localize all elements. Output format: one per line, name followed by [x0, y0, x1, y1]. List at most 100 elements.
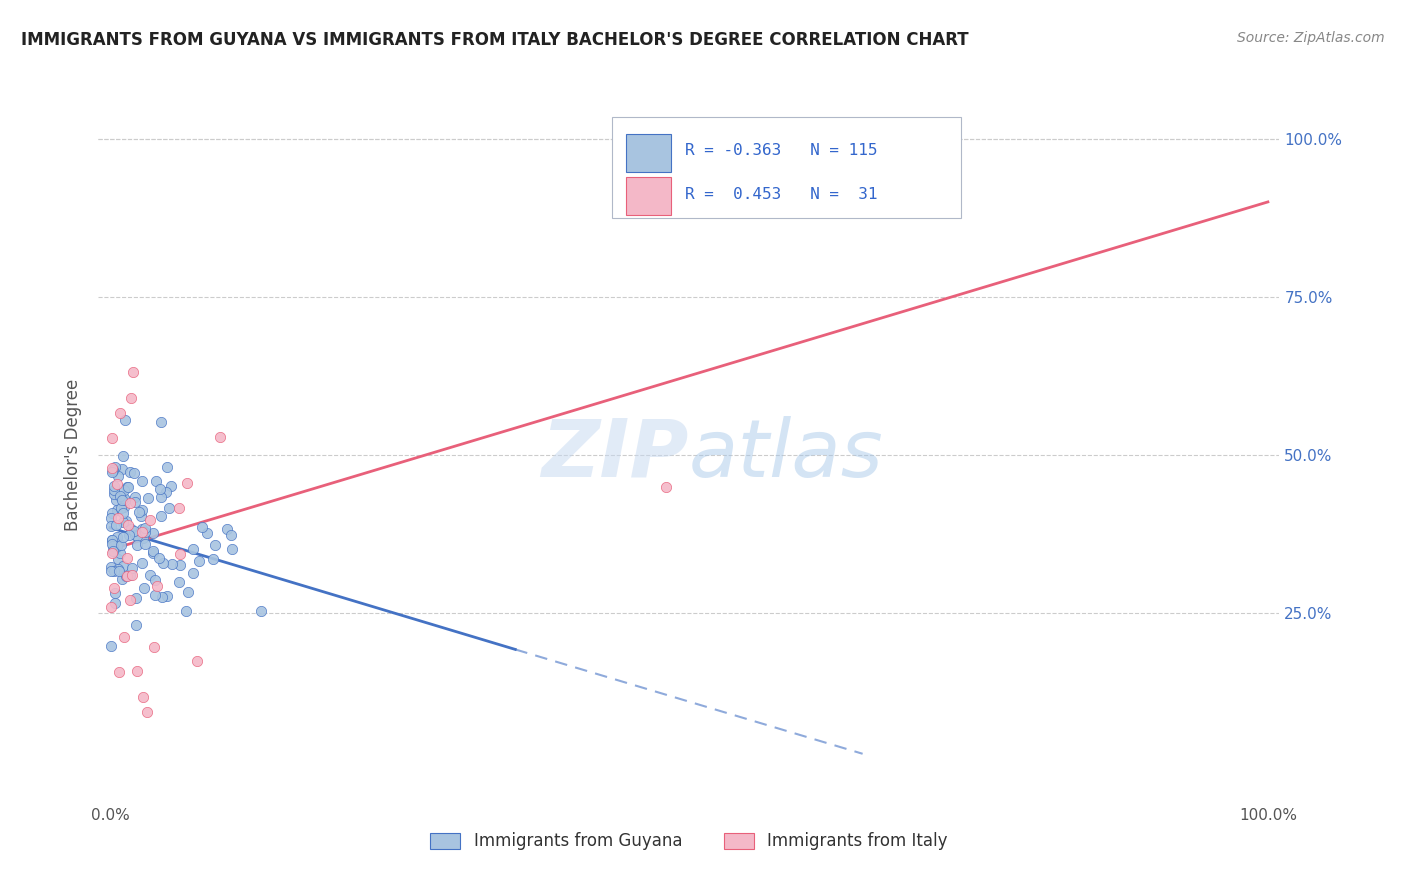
Point [122, 365, 145, 379]
Point [108, 665, 131, 680]
Point [156, 589, 179, 603]
Point [122, 466, 145, 480]
Point [105, 502, 128, 516]
Point [249, 604, 271, 618]
Point [110, 539, 132, 553]
Point [191, 520, 214, 534]
Point [112, 483, 135, 497]
Point [131, 556, 153, 570]
Point [156, 459, 179, 474]
FancyBboxPatch shape [626, 177, 671, 215]
Point [105, 541, 128, 556]
Point [112, 630, 135, 644]
Point [209, 430, 232, 444]
Point [124, 490, 146, 504]
Point [107, 562, 129, 576]
Point [134, 524, 156, 539]
Point [124, 528, 146, 542]
Point [131, 474, 153, 488]
Point [120, 466, 142, 480]
Point [131, 525, 153, 540]
Point [103, 564, 125, 578]
Point [160, 478, 183, 492]
Point [118, 528, 141, 542]
Text: IMMIGRANTS FROM GUYANA VS IMMIGRANTS FROM ITALY BACHELOR'S DEGREE CORRELATION CH: IMMIGRANTS FROM GUYANA VS IMMIGRANTS FRO… [21, 31, 969, 49]
Point [111, 462, 134, 476]
Point [115, 568, 138, 582]
Point [100, 599, 122, 614]
Point [115, 479, 138, 493]
Point [169, 547, 191, 561]
Point [169, 558, 191, 572]
Point [136, 491, 159, 505]
Point [160, 557, 183, 571]
Point [105, 530, 128, 544]
Point [100, 519, 122, 533]
Point [110, 500, 132, 515]
Point [155, 484, 177, 499]
Point [221, 541, 243, 556]
Point [105, 476, 128, 491]
Point [197, 526, 219, 541]
Point [101, 460, 124, 475]
Text: ZIP: ZIP [541, 416, 689, 494]
Point [101, 464, 124, 478]
Text: R = -0.363   N = 115: R = -0.363 N = 115 [685, 144, 877, 158]
Point [176, 476, 198, 491]
Point [186, 654, 208, 668]
Point [104, 492, 127, 507]
Point [101, 463, 124, 477]
Point [111, 558, 134, 573]
Point [110, 546, 132, 560]
Point [103, 487, 125, 501]
Point [111, 515, 134, 529]
Point [101, 506, 124, 520]
Point [145, 573, 167, 587]
Point [129, 508, 152, 523]
Point [132, 690, 155, 704]
Point [136, 706, 159, 720]
Point [139, 568, 162, 582]
Point [104, 586, 127, 600]
Point [120, 523, 142, 537]
Point [217, 522, 239, 536]
Point [128, 505, 150, 519]
Point [124, 495, 146, 509]
Point [111, 506, 134, 520]
Point [121, 567, 143, 582]
Point [134, 537, 156, 551]
Point [142, 525, 165, 540]
Point [108, 406, 131, 420]
Point [149, 482, 172, 496]
Point [117, 551, 139, 566]
Point [202, 552, 225, 566]
Point [125, 591, 148, 605]
Point [100, 537, 122, 551]
Text: R =  0.453   N =  31: R = 0.453 N = 31 [685, 186, 877, 202]
Point [103, 483, 125, 497]
Point [107, 536, 129, 550]
Point [131, 523, 153, 537]
FancyBboxPatch shape [612, 118, 960, 219]
Point [125, 665, 148, 679]
Point [169, 501, 191, 516]
Point [108, 565, 131, 579]
Point [111, 572, 134, 586]
Point [100, 511, 122, 525]
Point [127, 538, 149, 552]
Point [100, 560, 122, 574]
Point [103, 478, 125, 492]
FancyBboxPatch shape [626, 134, 671, 172]
Point [112, 500, 135, 515]
Point [101, 544, 124, 558]
Legend: Immigrants from Guyana, Immigrants from Italy: Immigrants from Guyana, Immigrants from … [423, 826, 955, 857]
Point [142, 640, 165, 654]
Point [150, 415, 173, 429]
Point [122, 524, 145, 538]
Point [100, 639, 122, 653]
Point [152, 556, 174, 570]
Point [115, 514, 138, 528]
Point [187, 554, 209, 568]
Point [100, 564, 122, 578]
Point [101, 533, 124, 547]
